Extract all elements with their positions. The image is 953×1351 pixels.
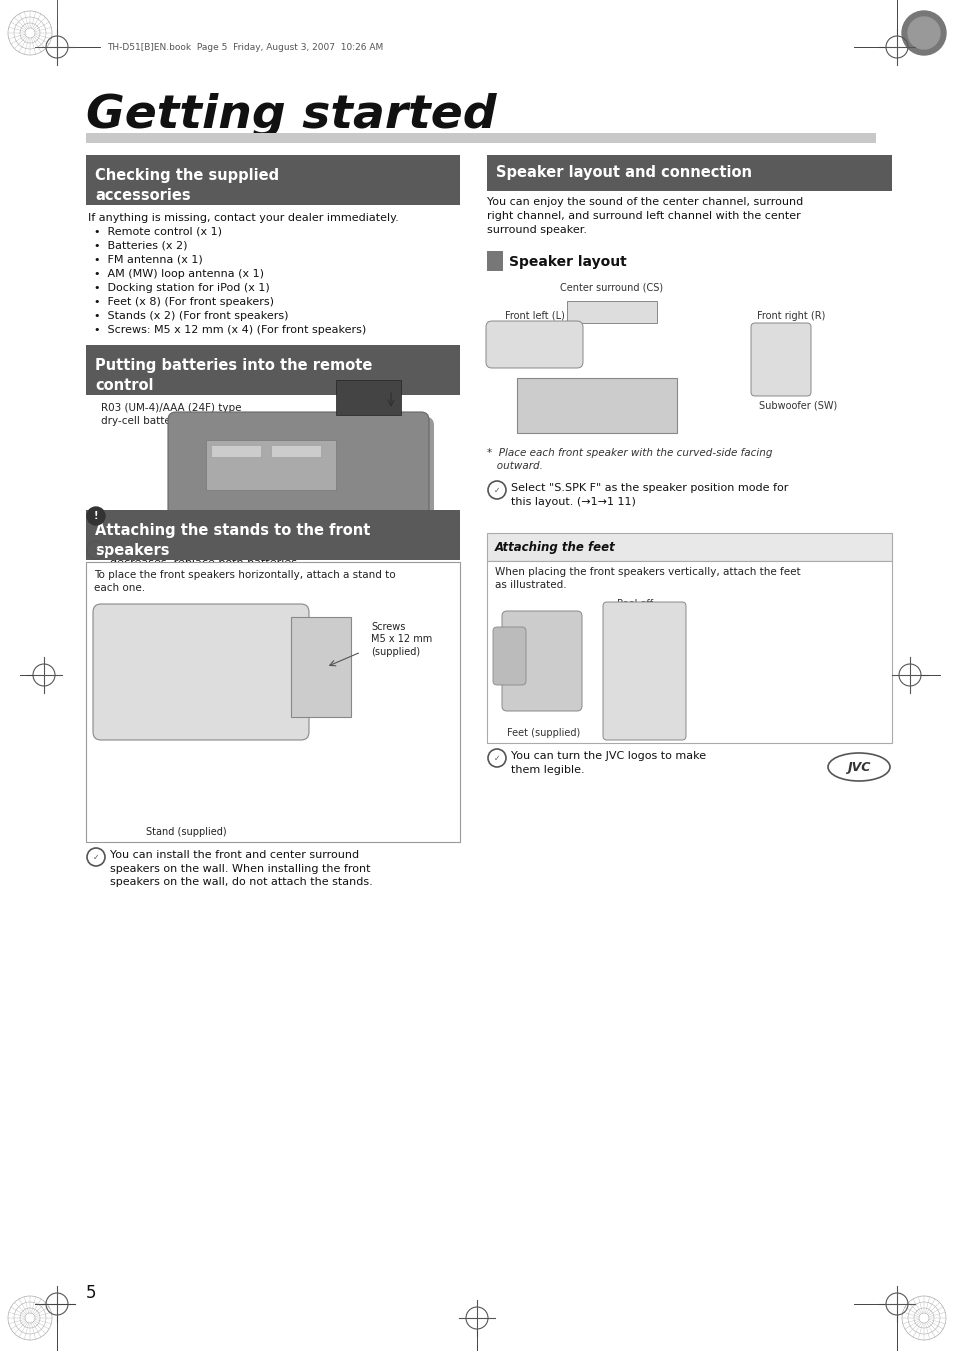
Text: Putting batteries into the remote
control: Putting batteries into the remote contro…	[95, 358, 372, 393]
FancyBboxPatch shape	[501, 611, 581, 711]
Text: ✓: ✓	[92, 546, 99, 554]
Text: R03 (UM-4)/AAA (24F) type
dry-cell batteries (supplied): R03 (UM-4)/AAA (24F) type dry-cell batte…	[101, 403, 245, 426]
Text: •  Batteries (x 2): • Batteries (x 2)	[94, 240, 188, 251]
Text: You can enjoy the sound of the center channel, surround
right channel, and surro: You can enjoy the sound of the center ch…	[486, 197, 802, 235]
Text: •  FM antenna (x 1): • FM antenna (x 1)	[94, 255, 203, 265]
Bar	[86, 132, 875, 143]
Bar	[566, 301, 657, 323]
Circle shape	[907, 18, 939, 49]
Bar	[86, 155, 459, 205]
Text: •  Docking station for iPod (x 1): • Docking station for iPod (x 1)	[94, 282, 270, 293]
Text: Feet (supplied): Feet (supplied)	[506, 728, 579, 738]
Text: •  Feet (x 8) (For front speakers): • Feet (x 8) (For front speakers)	[94, 297, 274, 307]
Text: Front right (R): Front right (R)	[757, 311, 824, 322]
Text: ✓: ✓	[494, 485, 499, 494]
Bar	[486, 561, 891, 743]
Bar	[335, 380, 400, 415]
Text: !: !	[93, 511, 98, 521]
Text: Speaker layout and connection: Speaker layout and connection	[496, 166, 751, 181]
FancyBboxPatch shape	[92, 604, 309, 740]
Text: You can install the front and center surround
speakers on the wall. When install: You can install the front and center sur…	[110, 850, 373, 888]
Bar	[291, 617, 351, 717]
Ellipse shape	[827, 753, 889, 781]
Text: Subwoofer (SW): Subwoofer (SW)	[759, 401, 837, 411]
Bar	[86, 345, 459, 394]
FancyBboxPatch shape	[493, 627, 525, 685]
Text: Battery shall not be exposed to excessive heat such
as sunshine, fire or the lik: Battery shall not be exposed to excessiv…	[110, 509, 400, 534]
Text: Attaching the stands to the front
speakers: Attaching the stands to the front speake…	[95, 523, 370, 558]
Text: Screws
M5 x 12 mm
(supplied): Screws M5 x 12 mm (supplied)	[371, 621, 432, 657]
Bar	[271, 444, 320, 457]
Bar	[211, 444, 261, 457]
Text: •  AM (MW) loop antenna (x 1): • AM (MW) loop antenna (x 1)	[94, 269, 264, 280]
Bar	[517, 378, 677, 434]
Text: •  Stands (x 2) (For front speakers): • Stands (x 2) (For front speakers)	[94, 311, 288, 322]
Bar	[486, 155, 891, 190]
Bar	[86, 562, 459, 842]
Text: If the range or effectiveness of the remote control
decreases, replace both batt: If the range or effectiveness of the rem…	[110, 544, 390, 567]
Text: Attaching the feet: Attaching the feet	[495, 540, 615, 554]
Text: Speaker layout: Speaker layout	[509, 255, 626, 269]
Text: Select "S.SPK F" as the speaker position mode for
this layout. (→1→1 11): Select "S.SPK F" as the speaker position…	[511, 484, 787, 507]
Bar	[486, 251, 502, 272]
FancyBboxPatch shape	[602, 603, 685, 740]
Text: ✓: ✓	[92, 852, 99, 862]
Text: Checking the supplied
accessories: Checking the supplied accessories	[95, 168, 279, 203]
Text: Getting started: Getting started	[86, 92, 497, 138]
Text: •  Screws: M5 x 12 mm (x 4) (For front speakers): • Screws: M5 x 12 mm (x 4) (For front sp…	[94, 326, 366, 335]
Text: JVC: JVC	[846, 761, 870, 774]
Text: To place the front speakers horizontally, attach a stand to
each one.: To place the front speakers horizontally…	[94, 570, 395, 593]
FancyBboxPatch shape	[168, 412, 429, 538]
Text: You can turn the JVC logos to make
them legible.: You can turn the JVC logos to make them …	[511, 751, 705, 774]
Text: Peel off.: Peel off.	[617, 598, 655, 609]
Circle shape	[87, 507, 105, 526]
Text: •  Remote control (x 1): • Remote control (x 1)	[94, 227, 222, 236]
Text: Stand (supplied): Stand (supplied)	[146, 827, 227, 838]
Text: ✓: ✓	[494, 754, 499, 762]
FancyBboxPatch shape	[485, 322, 582, 367]
Text: When placing the front speakers vertically, attach the feet
as illustrated.: When placing the front speakers vertical…	[495, 567, 800, 590]
Text: *  Place each front speaker with the curved-side facing
   outward.: * Place each front speaker with the curv…	[486, 449, 772, 471]
Text: 5: 5	[86, 1283, 96, 1302]
Bar	[86, 509, 459, 561]
Bar	[486, 534, 891, 561]
FancyBboxPatch shape	[172, 417, 434, 543]
Text: If anything is missing, contact your dealer immediately.: If anything is missing, contact your dea…	[88, 213, 398, 223]
Bar	[206, 440, 335, 490]
Circle shape	[901, 11, 945, 55]
Text: Front left (L): Front left (L)	[504, 311, 564, 322]
Text: TH-D51[B]EN.book  Page 5  Friday, August 3, 2007  10:26 AM: TH-D51[B]EN.book Page 5 Friday, August 3…	[107, 42, 383, 51]
Text: Center surround (CS): Center surround (CS)	[559, 282, 663, 293]
FancyBboxPatch shape	[750, 323, 810, 396]
